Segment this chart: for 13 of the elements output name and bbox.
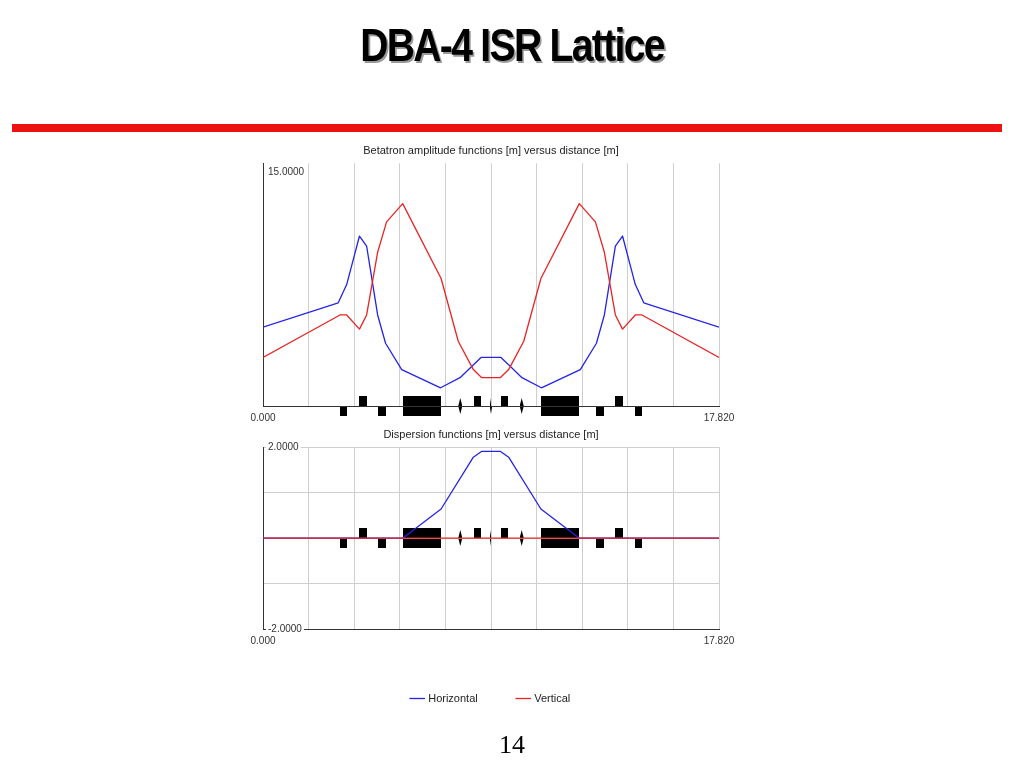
text: 14: [498, 730, 526, 760]
chart-title: Dispersion functions [m] versus distance [m]: [383, 427, 599, 440]
x-tick-label: 17.820: [703, 411, 735, 423]
chart-title: DBA-4 ISR Lattice: [359, 18, 665, 72]
x-tick-label: 0.000: [250, 634, 276, 646]
x-tick-label: 0.000: [250, 411, 276, 423]
y-tick-label: -2.0000: [268, 622, 303, 634]
x-tick-label: 17.820: [703, 634, 735, 646]
chart-subtitle: Betatron amplitude functions [m] versus distance [m]: [363, 143, 619, 156]
y-tick-label: 2.0000: [268, 440, 300, 452]
legend-label: Horizontal: [428, 691, 478, 704]
legend-label: Vertical: [534, 691, 571, 704]
text: 15.0000: [268, 165, 305, 177]
